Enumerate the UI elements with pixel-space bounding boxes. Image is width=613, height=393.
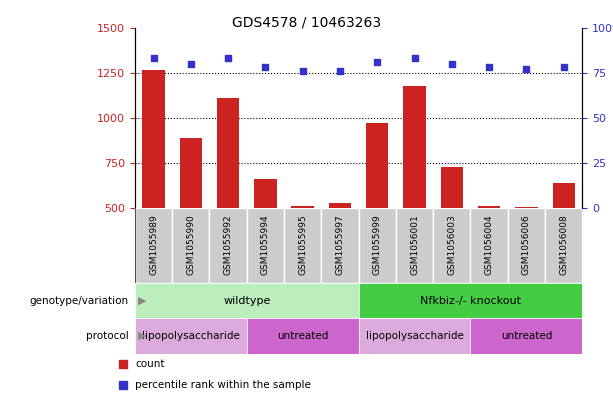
Point [186,61,196,67]
Point [335,68,345,74]
Point [261,64,270,70]
Point [484,64,494,70]
Bar [329,203,351,299]
Bar [246,318,359,354]
Bar [246,208,284,283]
Text: GSM1056003: GSM1056003 [447,214,456,275]
Text: GSM1055995: GSM1055995 [298,214,307,275]
Bar [441,167,463,299]
Bar [403,86,426,299]
Point [148,55,158,61]
Bar [471,208,508,283]
Text: GSM1056001: GSM1056001 [410,214,419,275]
Text: lipopolysaccharide: lipopolysaccharide [365,331,463,341]
Point [409,55,419,61]
Bar [508,208,545,283]
Text: untreated: untreated [501,331,552,341]
Text: wildtype: wildtype [223,296,270,306]
Bar [552,183,575,299]
Bar [396,208,433,283]
Text: GSM1055992: GSM1055992 [224,214,232,275]
Bar [210,208,246,283]
Bar [515,208,538,299]
Text: untreated: untreated [277,331,329,341]
Text: GSM1055989: GSM1055989 [149,214,158,275]
Text: GSM1055999: GSM1055999 [373,214,382,275]
Bar [135,283,359,318]
Text: GSM1055997: GSM1055997 [335,214,345,275]
Text: GSM1055990: GSM1055990 [186,214,196,275]
Text: Nfkbiz-/- knockout: Nfkbiz-/- knockout [420,296,521,306]
Text: GSM1056004: GSM1056004 [485,214,493,275]
Text: GSM1056006: GSM1056006 [522,214,531,275]
Bar [321,208,359,283]
Text: lipopolysaccharide: lipopolysaccharide [142,331,240,341]
Bar [172,208,210,283]
Bar [545,208,582,283]
Point [559,64,569,70]
Text: GSM1056008: GSM1056008 [559,214,568,275]
Text: protocol: protocol [86,331,129,341]
Point [298,68,308,74]
Point [447,61,457,67]
Point [522,66,531,72]
Bar [359,318,471,354]
Bar [284,208,321,283]
Text: GDS4578 / 10463263: GDS4578 / 10463263 [232,16,381,30]
Bar [135,208,172,283]
Bar [135,318,246,354]
Text: ▶: ▶ [138,331,147,341]
Bar [254,179,276,299]
Bar [180,138,202,299]
Text: genotype/variation: genotype/variation [29,296,129,306]
Bar [366,123,389,299]
Text: count: count [135,358,165,369]
Point [372,59,382,65]
Bar [433,208,471,283]
Text: ▶: ▶ [138,296,147,306]
Text: GSM1055994: GSM1055994 [261,214,270,275]
Bar [471,318,582,354]
Bar [292,206,314,299]
Bar [142,70,165,299]
Bar [217,98,239,299]
Text: percentile rank within the sample: percentile rank within the sample [135,380,311,390]
Point [223,55,233,61]
Bar [478,206,500,299]
Bar [359,283,582,318]
Bar [359,208,396,283]
